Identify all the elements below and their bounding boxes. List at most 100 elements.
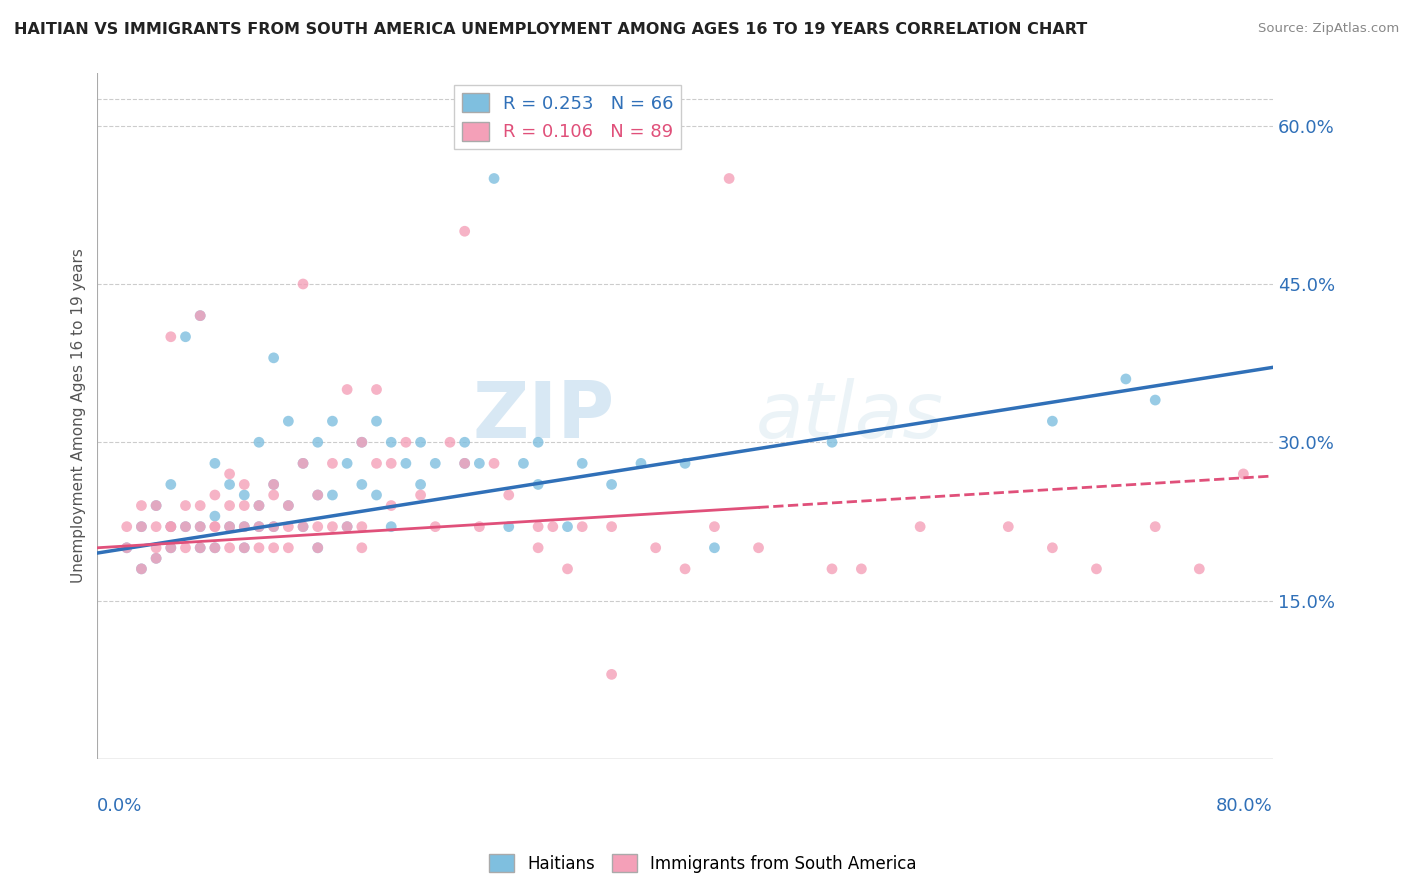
Point: [188, 541, 211, 555]
Point: [997, 519, 1019, 533]
Point: [263, 519, 285, 533]
Point: [307, 541, 329, 555]
Point: [498, 519, 520, 533]
Point: [366, 456, 388, 470]
Point: [188, 499, 211, 513]
Point: [571, 519, 593, 533]
Point: [247, 435, 270, 450]
Point: [321, 456, 343, 470]
Point: [673, 456, 696, 470]
Point: [247, 499, 270, 513]
Point: [1188, 562, 1211, 576]
Point: [204, 456, 226, 470]
Point: [366, 383, 388, 397]
Point: [159, 519, 181, 533]
Point: [292, 456, 315, 470]
Point: [703, 541, 725, 555]
Point: [600, 667, 623, 681]
Point: [218, 467, 240, 481]
Point: [218, 519, 240, 533]
Point: [307, 519, 329, 533]
Point: [159, 330, 181, 344]
Point: [263, 488, 285, 502]
Point: [557, 519, 579, 533]
Point: [336, 519, 359, 533]
Point: [468, 519, 491, 533]
Point: [307, 435, 329, 450]
Text: HAITIAN VS IMMIGRANTS FROM SOUTH AMERICA UNEMPLOYMENT AMONG AGES 16 TO 19 YEARS : HAITIAN VS IMMIGRANTS FROM SOUTH AMERICA…: [14, 22, 1087, 37]
Point: [218, 541, 240, 555]
Point: [336, 383, 359, 397]
Point: [350, 519, 373, 533]
Point: [263, 519, 285, 533]
Text: 0.0%: 0.0%: [97, 797, 143, 814]
Point: [292, 519, 315, 533]
Point: [159, 477, 181, 491]
Point: [145, 551, 167, 566]
Point: [747, 541, 769, 555]
Point: [174, 499, 197, 513]
Point: [630, 456, 652, 470]
Text: ZIP: ZIP: [472, 378, 614, 454]
Point: [233, 477, 256, 491]
Point: [425, 519, 447, 533]
Point: [527, 435, 550, 450]
Point: [409, 477, 432, 491]
Point: [425, 456, 447, 470]
Point: [233, 488, 256, 502]
Point: [145, 519, 167, 533]
Point: [1144, 392, 1167, 407]
Point: [600, 519, 623, 533]
Point: [1115, 372, 1137, 386]
Point: [307, 541, 329, 555]
Point: [159, 519, 181, 533]
Point: [644, 541, 666, 555]
Point: [557, 562, 579, 576]
Point: [395, 456, 418, 470]
Point: [482, 171, 505, 186]
Point: [439, 435, 461, 450]
Point: [131, 519, 153, 533]
Point: [188, 519, 211, 533]
Point: [409, 488, 432, 502]
Point: [233, 519, 256, 533]
Point: [145, 551, 167, 566]
Point: [131, 562, 153, 576]
Point: [321, 519, 343, 533]
Point: [1144, 519, 1167, 533]
Point: [908, 519, 931, 533]
Point: [188, 541, 211, 555]
Point: [145, 499, 167, 513]
Point: [366, 414, 388, 428]
Point: [204, 519, 226, 533]
Point: [174, 519, 197, 533]
Point: [292, 456, 315, 470]
Point: [159, 541, 181, 555]
Point: [204, 541, 226, 555]
Legend: Haitians, Immigrants from South America: Haitians, Immigrants from South America: [482, 847, 924, 880]
Point: [1085, 562, 1108, 576]
Point: [174, 541, 197, 555]
Point: [1232, 467, 1254, 481]
Point: [277, 541, 299, 555]
Point: [409, 435, 432, 450]
Point: [482, 456, 505, 470]
Point: [174, 330, 197, 344]
Y-axis label: Unemployment Among Ages 16 to 19 years: Unemployment Among Ages 16 to 19 years: [72, 249, 86, 583]
Point: [600, 477, 623, 491]
Point: [350, 477, 373, 491]
Point: [821, 562, 844, 576]
Text: 80.0%: 80.0%: [1216, 797, 1272, 814]
Point: [453, 456, 475, 470]
Point: [571, 456, 593, 470]
Point: [1040, 414, 1063, 428]
Point: [131, 562, 153, 576]
Point: [131, 519, 153, 533]
Text: atlas: atlas: [755, 378, 943, 454]
Point: [380, 519, 402, 533]
Point: [233, 519, 256, 533]
Point: [188, 309, 211, 323]
Point: [307, 488, 329, 502]
Point: [115, 519, 138, 533]
Point: [336, 456, 359, 470]
